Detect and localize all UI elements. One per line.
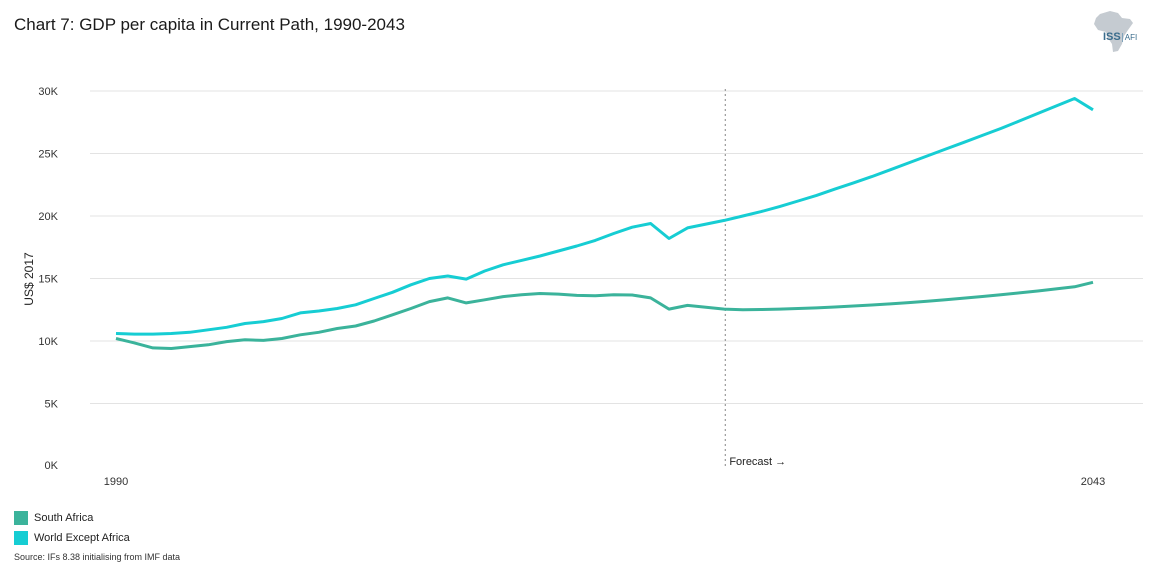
series-line-south-africa — [115, 280, 1094, 350]
y-tick-label: 25K — [38, 149, 58, 161]
iss-afi-logo: ISS AFI — [1103, 31, 1138, 43]
y-tick-label: 30K — [38, 86, 58, 98]
x-axis-ticks: 1990 2043 — [104, 476, 1105, 488]
y-tick-label: 15K — [38, 274, 58, 286]
forecast-label: Forecast → — [729, 456, 786, 468]
x-tick-label: 2043 — [1081, 476, 1105, 488]
series-lines — [115, 97, 1094, 350]
chart-title: Chart 7: GDP per capita in Current Path,… — [14, 15, 405, 34]
legend-label-south-africa: South Africa — [34, 512, 94, 524]
legend: South Africa World Except Africa — [14, 508, 130, 548]
legend-swatch-south-africa — [14, 511, 28, 525]
y-axis-label: US$ 2017 — [22, 252, 36, 306]
x-tick-label: 1990 — [104, 476, 128, 488]
source-note: Source: IFs 8.38 initialising from IMF d… — [14, 552, 181, 562]
y-tick-label: 5K — [45, 399, 59, 411]
legend-item-world-except-africa: World Except Africa — [14, 528, 130, 548]
series-line-world-except-africa — [115, 97, 1094, 336]
africa-map-icon — [1094, 11, 1133, 52]
legend-label-world-except-africa: World Except Africa — [34, 532, 130, 544]
y-axis-ticks: 0K 5K 10K 15K 20K 25K 30K — [38, 86, 58, 472]
y-tick-label: 20K — [38, 211, 58, 223]
grid-lines — [90, 90, 1143, 404]
legend-swatch-world-except-africa — [14, 531, 28, 545]
y-tick-label: 10K — [38, 336, 58, 348]
y-tick-label: 0K — [45, 460, 59, 472]
legend-item-south-africa: South Africa — [14, 508, 130, 528]
